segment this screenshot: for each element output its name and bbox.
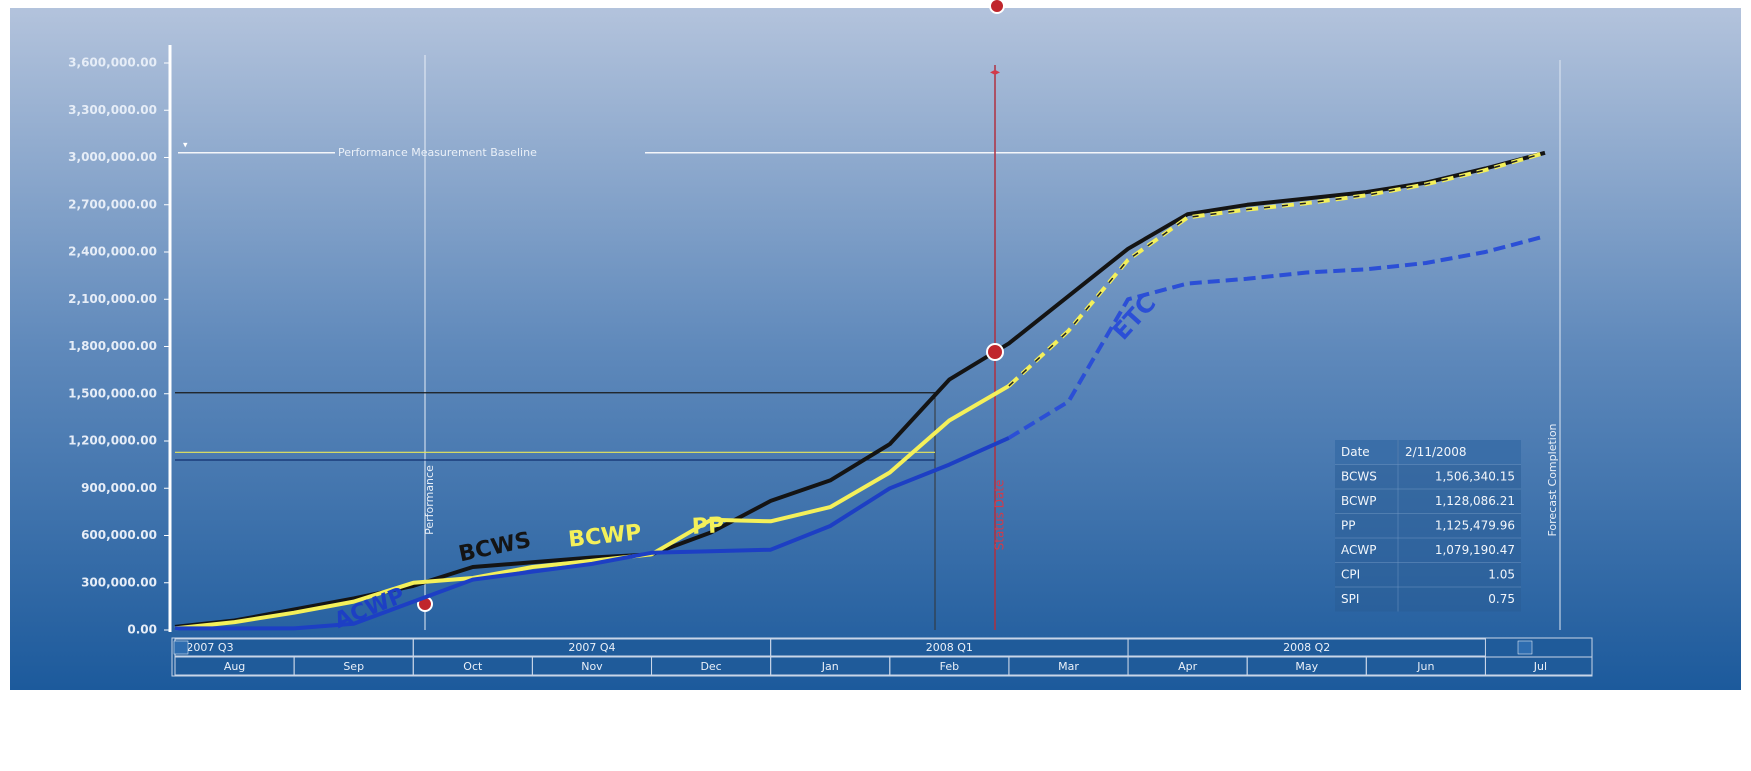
y-tick-label: 1,500,000.00 xyxy=(68,386,157,400)
readout-key: CPI xyxy=(1341,567,1360,581)
month-label: May xyxy=(1295,660,1318,673)
status-marker xyxy=(986,343,1004,361)
readout-value: 1,079,190.47 xyxy=(1435,543,1515,557)
y-tick-label: 300,000.00 xyxy=(81,575,157,589)
month-label: Jan xyxy=(821,660,839,673)
month-label: Dec xyxy=(700,660,721,673)
month-label: Mar xyxy=(1058,660,1079,673)
month-label: Jun xyxy=(1416,660,1434,673)
y-tick-label: 1,200,000.00 xyxy=(68,434,157,448)
readout-key: PP xyxy=(1341,518,1355,532)
readout-value: 1,125,479.96 xyxy=(1435,518,1515,532)
readout-date: 2/11/2008 xyxy=(1405,445,1467,459)
month-label: Nov xyxy=(581,660,603,673)
y-tick-label: 3,000,000.00 xyxy=(68,150,157,164)
y-tick-label: 0.00 xyxy=(127,623,157,637)
y-tick-label: 2,100,000.00 xyxy=(68,292,157,306)
series-line xyxy=(174,384,1010,631)
readout-key: BCWS xyxy=(1341,469,1377,483)
y-tick-label: 600,000.00 xyxy=(81,528,157,542)
readout-value: 1,128,086.21 xyxy=(1435,494,1515,508)
readout-key: BCWP xyxy=(1341,494,1377,508)
readout-key: Date xyxy=(1341,445,1370,459)
status-label: Status Date xyxy=(993,480,1007,551)
performance-label: Performance xyxy=(423,465,436,535)
month-label: Jul xyxy=(1533,660,1547,673)
y-tick-label: 2,700,000.00 xyxy=(68,197,157,211)
month-label: Apr xyxy=(1178,660,1198,673)
baseline-label: Performance Measurement Baseline xyxy=(338,146,537,159)
status-top-marker xyxy=(989,0,1005,14)
forecast-label: Forecast Completion xyxy=(1546,423,1559,536)
baseline-marker: ▾ xyxy=(183,140,188,150)
readout-cell xyxy=(1399,440,1521,465)
status-arrows: ◂▸ xyxy=(990,67,1000,78)
month-label: Feb xyxy=(940,660,959,673)
series-line-overlay xyxy=(1008,152,1546,387)
readout-value: 1.05 xyxy=(1488,567,1515,581)
readout-cell xyxy=(1335,440,1397,465)
readout-key: ACWP xyxy=(1341,543,1376,557)
series-line xyxy=(175,436,1010,631)
y-tick-label: 900,000.00 xyxy=(81,481,157,495)
readout-bg xyxy=(1335,440,1521,612)
y-tick-label: 3,300,000.00 xyxy=(68,103,157,117)
scroll-right[interactable] xyxy=(1517,640,1533,655)
month-label: Aug xyxy=(224,660,245,673)
month-cell xyxy=(1484,656,1593,676)
quarter-label: 2007 Q3 xyxy=(186,641,233,654)
quarter-label: 2008 Q1 xyxy=(926,641,973,654)
month-label: Oct xyxy=(463,660,483,673)
scroll-left[interactable] xyxy=(173,640,189,655)
series-line xyxy=(1007,234,1546,440)
month-label: Sep xyxy=(343,660,364,673)
quarter-cell xyxy=(1127,638,1486,657)
readout-value: 0.75 xyxy=(1488,592,1515,606)
quarter-label: 2008 Q2 xyxy=(1283,641,1330,654)
y-tick-label: 2,400,000.00 xyxy=(68,245,157,259)
readout-value: 1,506,340.15 xyxy=(1435,469,1515,483)
y-tick-label: 1,800,000.00 xyxy=(68,339,157,353)
series-label: PP xyxy=(691,513,725,540)
readout-key: SPI xyxy=(1341,592,1359,606)
y-tick-label: 3,600,000.00 xyxy=(68,56,157,70)
quarter-label: 2007 Q4 xyxy=(568,641,615,654)
